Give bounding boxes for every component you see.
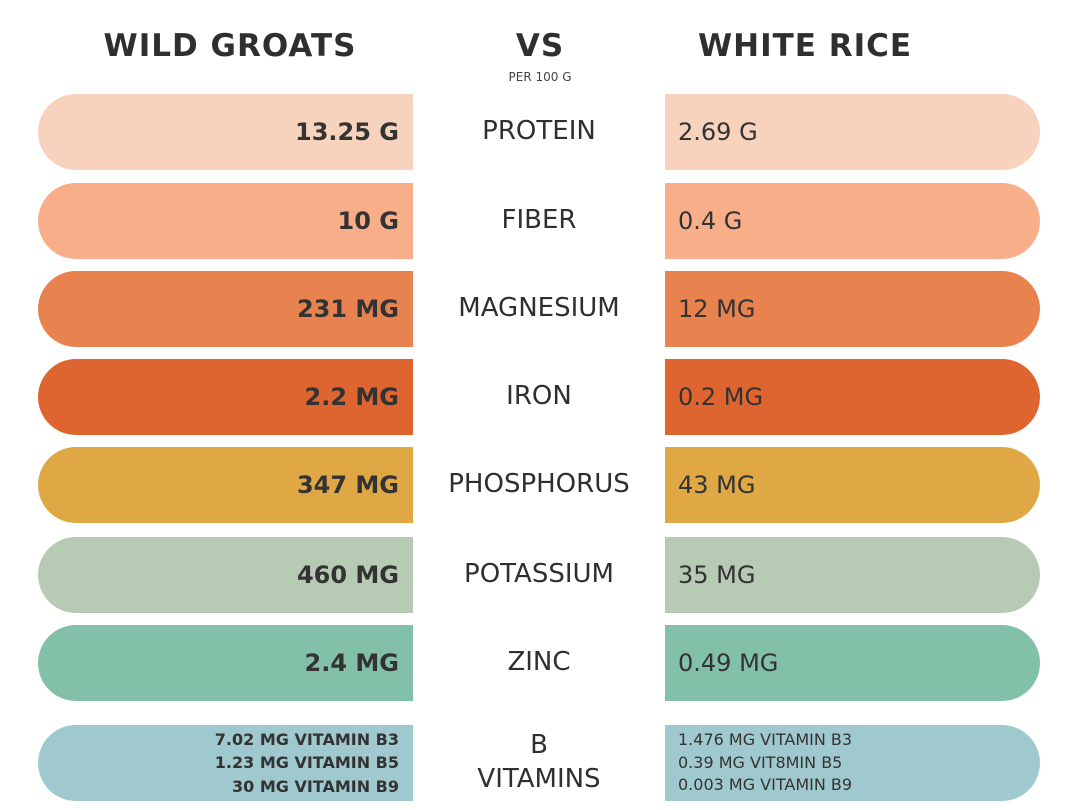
row-magnesium: 231 MG MAGNESIUM 12 MG [0, 271, 1080, 347]
label-line: B [530, 730, 548, 761]
row-b-vitamins: 7.02 MG VITAMIN B3 1.23 MG VITAMIN B5 30… [0, 725, 1080, 801]
nutrient-label: PHOSPHORUS [448, 469, 630, 500]
left-value: 2.2 MG [38, 359, 413, 435]
left-value: 10 G [38, 183, 413, 259]
vs-title: VS [515, 28, 565, 64]
right-title: WHITE RICE [697, 28, 913, 64]
row-fiber: 10 G FIBER 0.4 G [0, 183, 1080, 259]
nutrient-label: POTASSIUM [464, 559, 614, 590]
per-note: PER 100 G [508, 70, 572, 84]
right-value: 1.476 MG VITAMIN B3 [678, 730, 853, 750]
left-value: 460 MG [38, 537, 413, 613]
label-line: VITAMINS [477, 764, 601, 794]
left-value: 2.4 MG [38, 625, 413, 701]
left-title: WILD GROATS [103, 28, 357, 64]
row-protein: 13.25 G PROTEIN 2.69 G [0, 94, 1080, 170]
nutrient-label: FIBER [501, 205, 577, 236]
nutrient-label: MAGNESIUM [458, 293, 620, 324]
left-value: 347 MG [38, 447, 413, 523]
left-value: 13.25 G [38, 94, 413, 170]
nutrient-label: B VITAMINS [413, 725, 665, 801]
right-b-vitamins: 1.476 MG VITAMIN B3 0.39 MG VIT8MIN B5 0… [665, 725, 1040, 801]
left-value: 1.23 MG VITAMIN B5 [214, 753, 399, 773]
row-iron: 2.2 MG IRON 0.2 MG [0, 359, 1080, 435]
right-value: 35 MG [665, 537, 1040, 613]
row-phosphorus: 347 MG PHOSPHORUS 43 MG [0, 447, 1080, 523]
right-value: 43 MG [665, 447, 1040, 523]
right-value: 12 MG [665, 271, 1040, 347]
right-value: 0.49 MG [665, 625, 1040, 701]
left-value: 231 MG [38, 271, 413, 347]
left-b-vitamins: 7.02 MG VITAMIN B3 1.23 MG VITAMIN B5 30… [38, 725, 413, 801]
right-value: 0.2 MG [665, 359, 1040, 435]
left-value: 7.02 MG VITAMIN B3 [214, 730, 399, 750]
nutrient-label: ZINC [507, 647, 571, 678]
nutrient-label: IRON [506, 381, 572, 412]
right-value: 0.003 MG VITAMIN B9 [678, 775, 853, 795]
right-value: 2.69 G [665, 94, 1040, 170]
left-value: 30 MG VITAMIN B9 [231, 776, 399, 796]
right-value: 0.39 MG VIT8MIN B5 [678, 752, 843, 772]
right-value: 0.4 G [665, 183, 1040, 259]
row-potassium: 460 MG POTASSIUM 35 MG [0, 537, 1080, 613]
row-zinc: 2.4 MG ZINC 0.49 MG [0, 625, 1080, 701]
nutrient-label: PROTEIN [482, 116, 596, 147]
